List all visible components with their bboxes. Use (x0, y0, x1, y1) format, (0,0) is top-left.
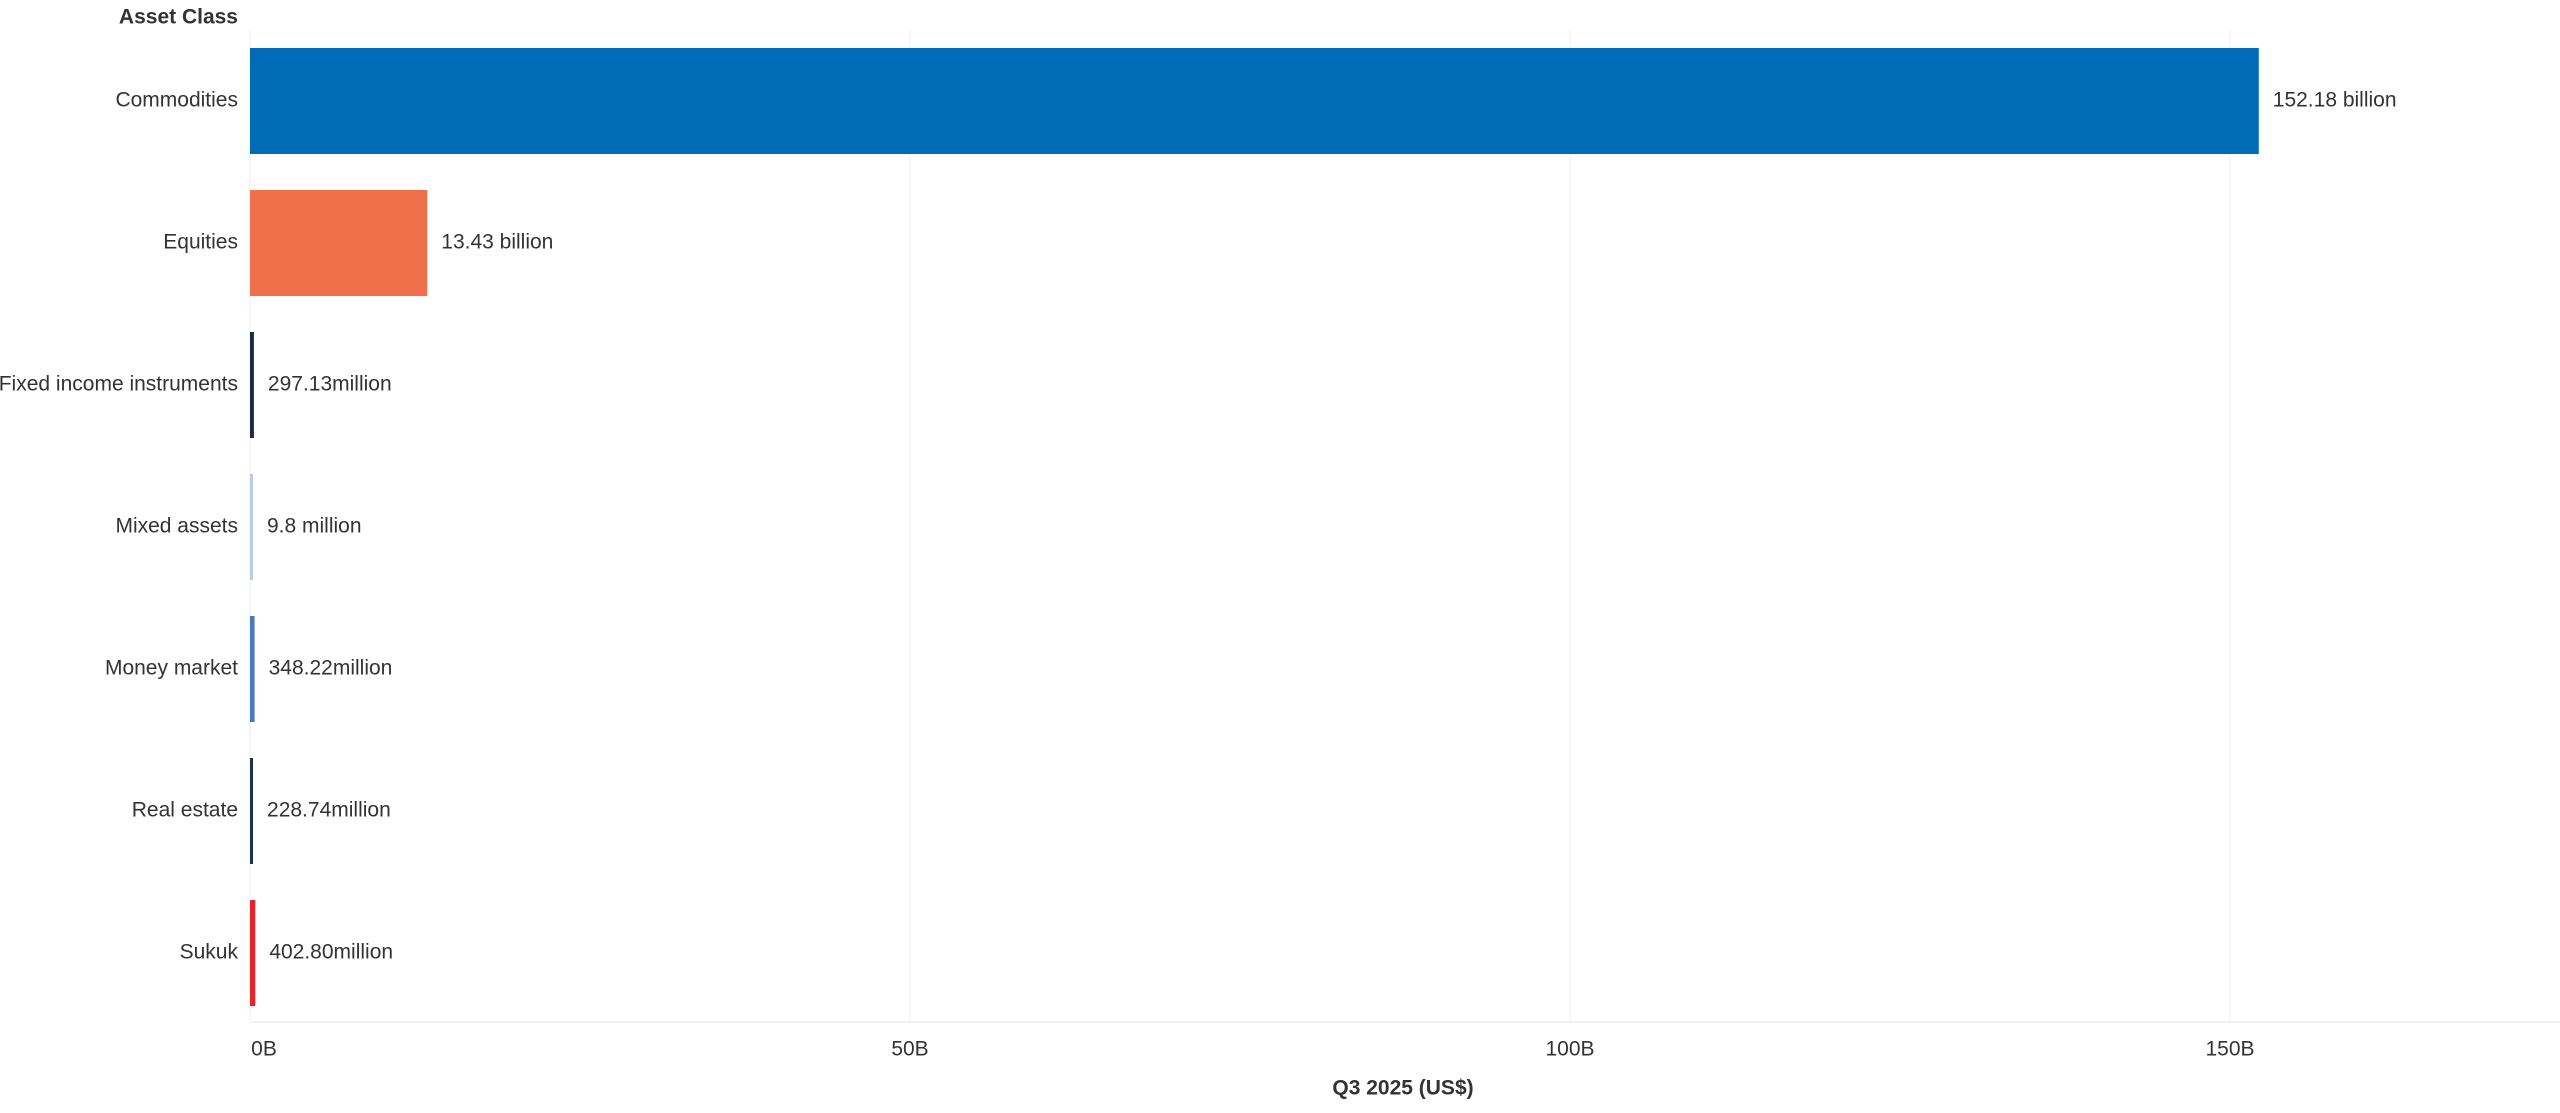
data-label: 152.18 billion (2273, 89, 2397, 112)
y-tick-label: Money market (105, 657, 238, 680)
y-tick-label: Equities (163, 231, 238, 254)
x-tick-label: 100B (1545, 1038, 1594, 1061)
x-tick-label: 150B (2205, 1038, 2254, 1061)
bar (250, 758, 254, 864)
x-tick-label: 0B (251, 1038, 277, 1061)
y-tick-label: Sukuk (180, 941, 239, 964)
data-label: 402.80million (269, 941, 393, 964)
bar (250, 900, 256, 1006)
y-tick-label: Real estate (132, 799, 238, 822)
bar (250, 474, 253, 580)
y-tick-label: Mixed assets (115, 515, 238, 538)
y-axis-title: Asset Class (119, 6, 238, 29)
x-tick-label: 50B (891, 1038, 928, 1061)
data-label: 297.13million (268, 373, 392, 396)
x-axis-title: Q3 2025 (US$) (1332, 1077, 1473, 1100)
y-tick-label: Commodities (115, 89, 238, 112)
bar (250, 616, 255, 722)
data-label: 348.22million (269, 657, 393, 680)
bar (250, 190, 428, 296)
data-label: 9.8 million (267, 515, 362, 538)
y-tick-label: Fixed income instruments (0, 373, 238, 396)
data-label: 13.43 billion (441, 231, 553, 254)
bar (250, 332, 254, 438)
bar (250, 48, 2259, 154)
data-label: 228.74million (267, 799, 391, 822)
